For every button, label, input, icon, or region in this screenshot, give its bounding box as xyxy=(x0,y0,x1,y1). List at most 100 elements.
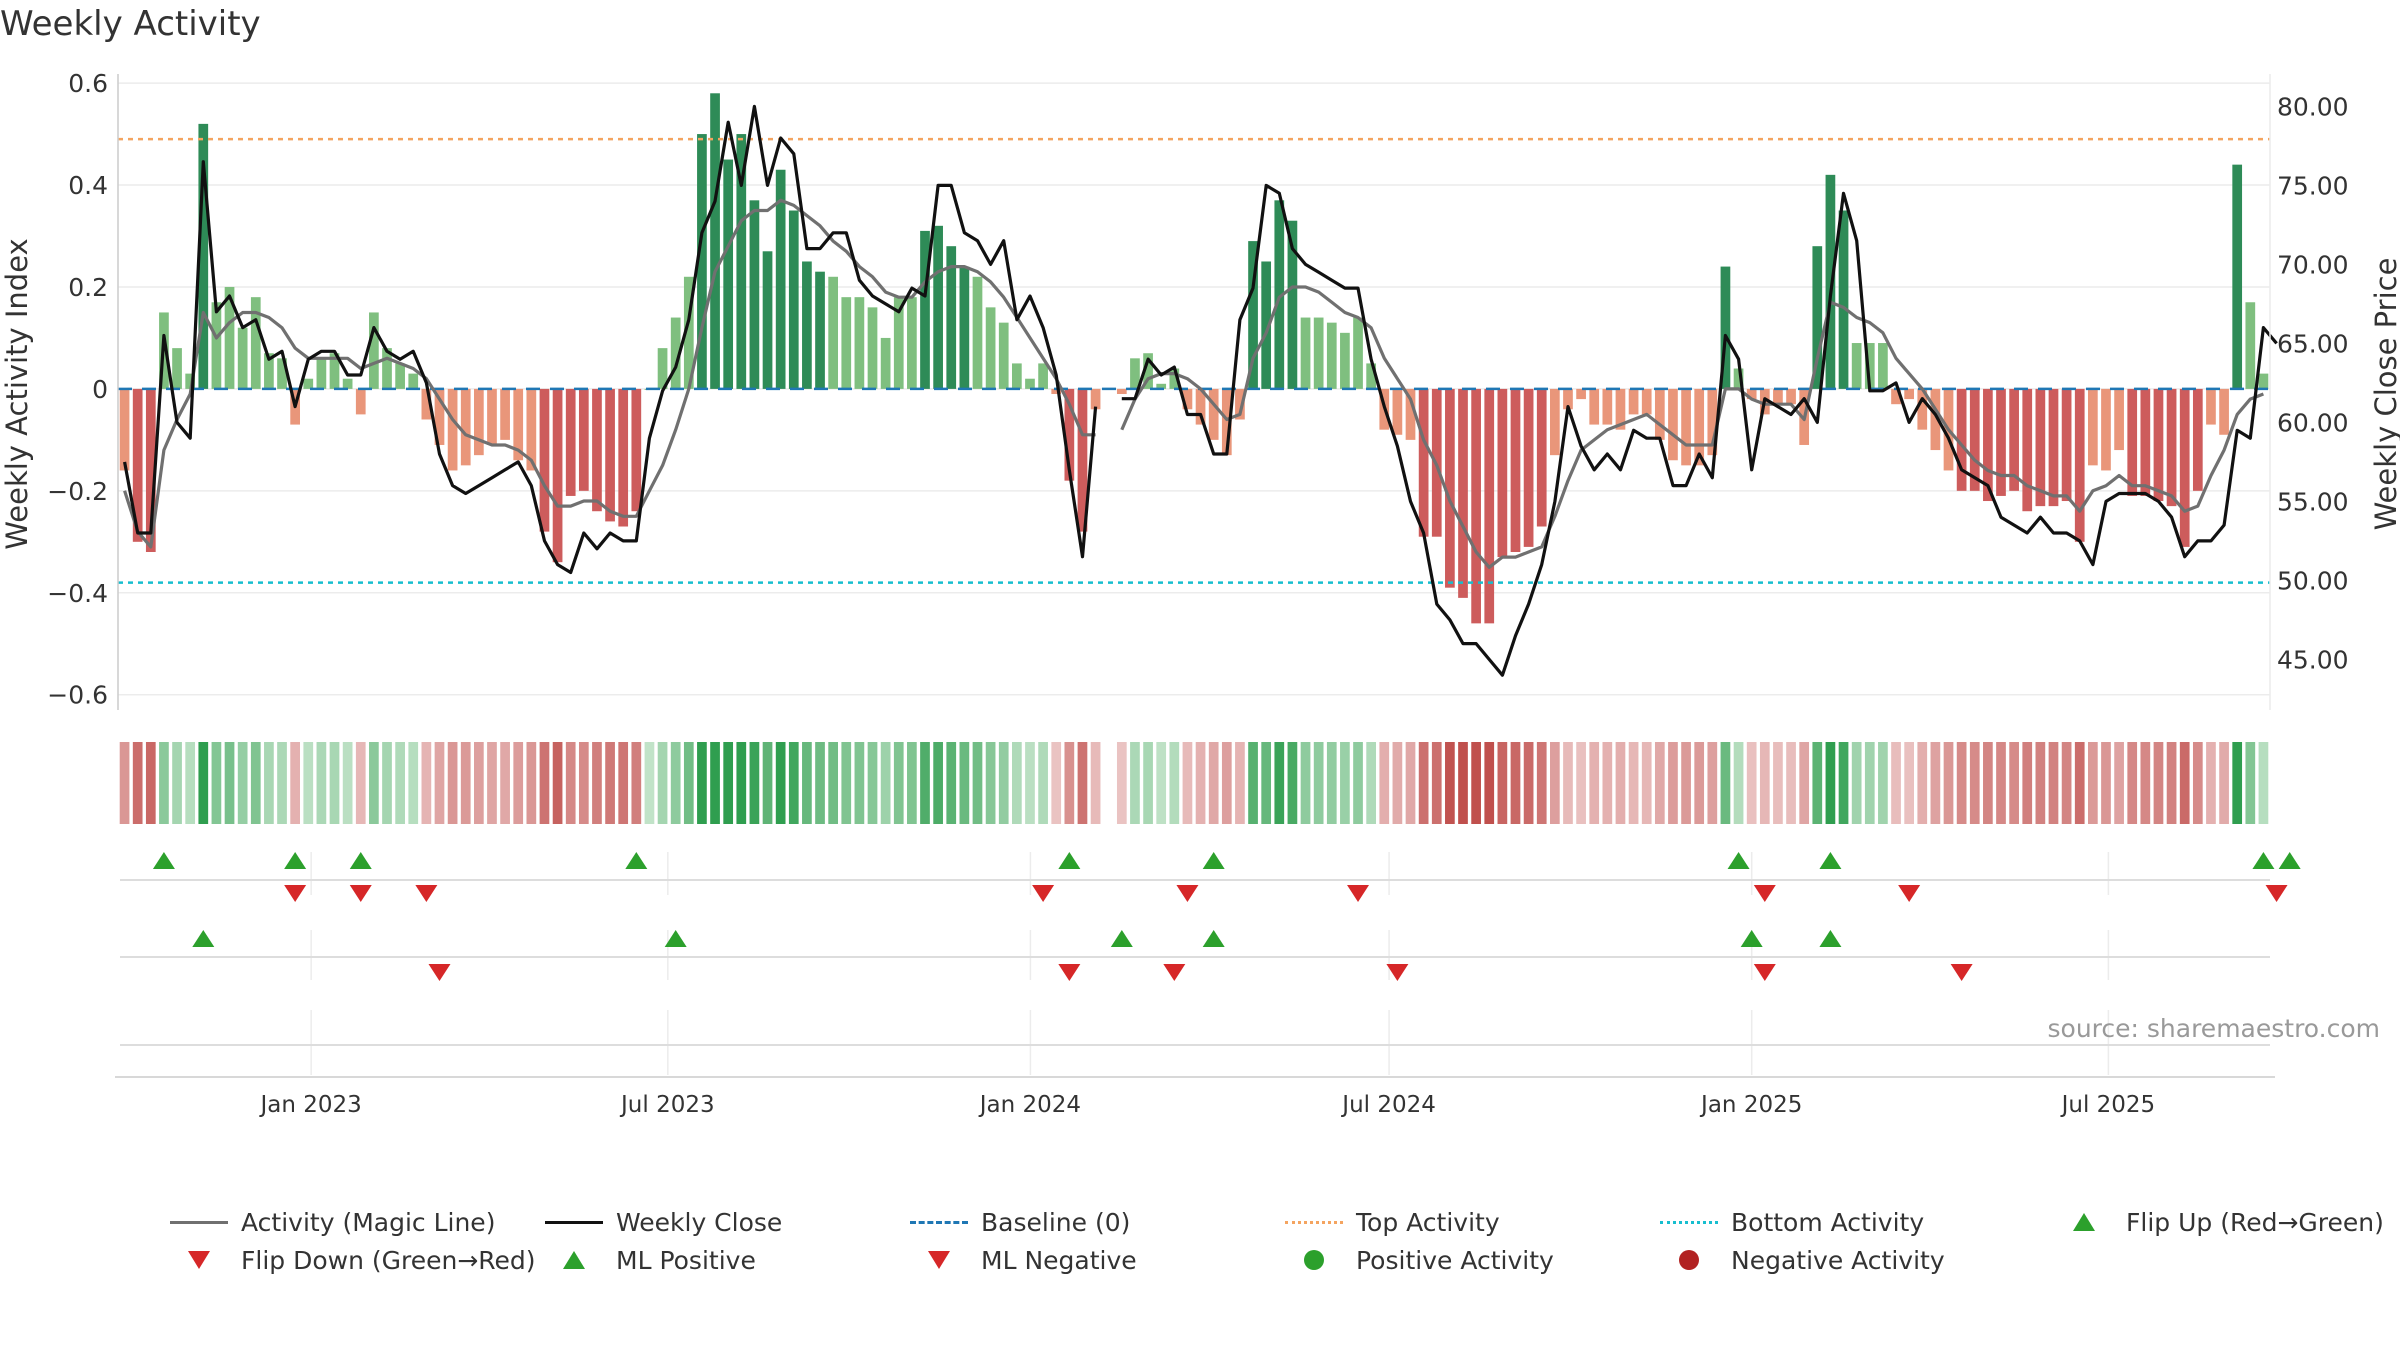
heat-cell xyxy=(592,742,602,824)
activity-bar xyxy=(145,388,156,552)
heat-cell xyxy=(539,742,550,824)
ml-positive-marker xyxy=(1740,930,1763,947)
heat-cell xyxy=(119,742,130,824)
heat-cell xyxy=(1799,742,1810,824)
heat-cell xyxy=(880,742,891,824)
activity-bar xyxy=(631,388,642,512)
legend-item: Flip Up (Red→Green) xyxy=(2050,1207,2384,1237)
heat-cell xyxy=(1733,742,1744,824)
activity-bar xyxy=(1746,388,1757,400)
heat-cell xyxy=(1051,742,1062,824)
heat-cell xyxy=(1812,742,1823,824)
activity-bar xyxy=(1366,363,1377,389)
activity-bar xyxy=(1786,388,1796,405)
activity-bar xyxy=(854,297,865,389)
activity-bar xyxy=(224,286,235,389)
activity-bar xyxy=(907,297,917,389)
activity-bar xyxy=(132,388,143,542)
heat-cell xyxy=(1353,742,1363,824)
legend-label: ML Negative xyxy=(981,1245,1137,1275)
activity-bar xyxy=(933,225,943,389)
activity-bar xyxy=(1602,388,1613,425)
heat-cell xyxy=(500,742,510,824)
heat-cell xyxy=(1694,742,1705,824)
activity-bar xyxy=(1221,388,1232,456)
activity-bar xyxy=(1956,388,1967,491)
heat-cell xyxy=(1366,742,1377,824)
legend-label: Flip Up (Red→Green) xyxy=(2126,1207,2384,1237)
x-tick-label: Jan 2024 xyxy=(978,1092,1081,1118)
legend-swatch-icon xyxy=(165,1245,233,1275)
activity-bar xyxy=(1917,388,1928,430)
activity-bar xyxy=(211,302,222,389)
heat-cell xyxy=(355,742,366,824)
legend-item: Positive Activity xyxy=(1280,1245,1554,1275)
heat-cell xyxy=(2074,742,2085,824)
chart-legend: Activity (Magic Line) Weekly Close Baselin… xyxy=(0,1195,2400,1275)
activity-bar xyxy=(513,388,524,461)
activity-bar xyxy=(1130,358,1140,389)
activity-bar xyxy=(1313,317,1324,389)
heat-cell xyxy=(2022,742,2033,824)
flip-down-marker xyxy=(1898,885,1921,902)
activity-bar xyxy=(578,388,589,491)
activity-bar xyxy=(1864,343,1875,389)
heat-cell xyxy=(775,742,786,824)
heat-cell xyxy=(985,742,996,824)
flip-down-marker xyxy=(415,885,438,902)
activity-bar xyxy=(185,373,196,389)
activity-bar xyxy=(1011,363,1022,389)
heat-cell xyxy=(907,742,917,824)
y-tick-label: −0.2 xyxy=(47,477,108,506)
heat-cell xyxy=(1208,742,1219,824)
gridlines xyxy=(118,82,2270,1075)
heat-cell xyxy=(1576,742,1586,824)
heat-cell xyxy=(1156,742,1167,824)
activity-bar xyxy=(2087,388,2098,466)
heat-cell xyxy=(526,742,537,824)
heat-cell xyxy=(224,742,235,824)
heat-cell xyxy=(1759,742,1770,824)
y2-tick-label: 45.00 xyxy=(2277,645,2349,674)
ml-positive-marker xyxy=(1202,930,1225,947)
heat-cell xyxy=(1707,742,1718,824)
heat-cell xyxy=(1077,742,1088,824)
flip-down-marker xyxy=(2265,885,2288,902)
ml-positive-marker xyxy=(1110,930,1133,947)
activity-bar xyxy=(1996,388,2006,496)
heat-cell xyxy=(290,742,301,824)
flip-down-marker xyxy=(1032,885,1055,902)
activity-bar xyxy=(985,307,996,389)
heat-cell xyxy=(2258,742,2269,824)
activity-bar xyxy=(710,93,720,389)
activity-bar xyxy=(1510,388,1521,552)
heat-cell xyxy=(1956,742,1967,824)
heat-cell xyxy=(1523,742,1534,824)
signal-markers xyxy=(152,852,2301,981)
heat-cell xyxy=(2179,742,2190,824)
legend-item: Negative Activity xyxy=(1655,1245,1945,1275)
heat-cell xyxy=(1195,742,1206,824)
heat-cell xyxy=(1510,742,1521,824)
activity-bar xyxy=(172,348,182,389)
heat-cell xyxy=(1274,742,1285,824)
heat-cell xyxy=(1471,742,1481,824)
activity-bar xyxy=(1615,388,1626,430)
heat-cell xyxy=(893,742,904,824)
legend-label: Positive Activity xyxy=(1356,1245,1554,1275)
activity-bar xyxy=(1287,220,1298,389)
heat-cell xyxy=(1445,742,1455,824)
legend-swatch-icon xyxy=(2050,1207,2118,1237)
activity-bar xyxy=(2219,388,2229,435)
heat-cell xyxy=(382,742,392,824)
activity-bar xyxy=(2206,388,2216,425)
ml-negative-marker xyxy=(1386,964,1409,981)
activity-bar xyxy=(998,322,1009,389)
heat-cell xyxy=(552,742,563,824)
activity-bar xyxy=(473,388,484,456)
legend-item: Activity (Magic Line) xyxy=(165,1207,495,1237)
heat-cell xyxy=(2101,742,2111,824)
activity-bar xyxy=(893,297,904,389)
activity-bar xyxy=(2074,388,2085,542)
legend-item: Flip Down (Green→Red) xyxy=(165,1245,536,1275)
